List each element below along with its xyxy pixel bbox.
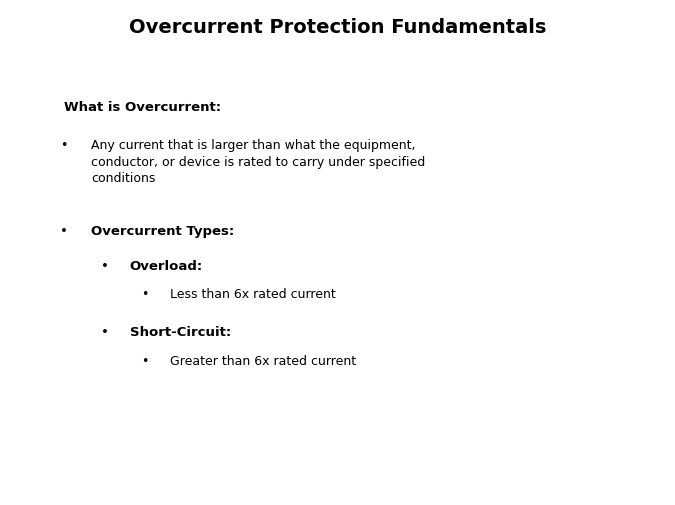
Text: •: • bbox=[101, 259, 109, 272]
Text: Overcurrent Protection Fundamentals: Overcurrent Protection Fundamentals bbox=[129, 18, 546, 37]
Text: Greater than 6x rated current: Greater than 6x rated current bbox=[170, 355, 356, 368]
Text: Any current that is larger than what the equipment,
conductor, or device is rate: Any current that is larger than what the… bbox=[91, 139, 425, 185]
Text: Overcurrent Types:: Overcurrent Types: bbox=[91, 225, 234, 238]
Text: •: • bbox=[142, 355, 148, 368]
Text: Less than 6x rated current: Less than 6x rated current bbox=[170, 288, 336, 301]
Text: •: • bbox=[60, 225, 68, 238]
Text: •: • bbox=[101, 326, 109, 339]
Text: Overload:: Overload: bbox=[130, 259, 203, 272]
Text: •: • bbox=[61, 139, 68, 152]
Text: •: • bbox=[142, 288, 148, 301]
Text: Short-Circuit:: Short-Circuit: bbox=[130, 326, 231, 339]
Text: What is Overcurrent:: What is Overcurrent: bbox=[64, 101, 221, 114]
